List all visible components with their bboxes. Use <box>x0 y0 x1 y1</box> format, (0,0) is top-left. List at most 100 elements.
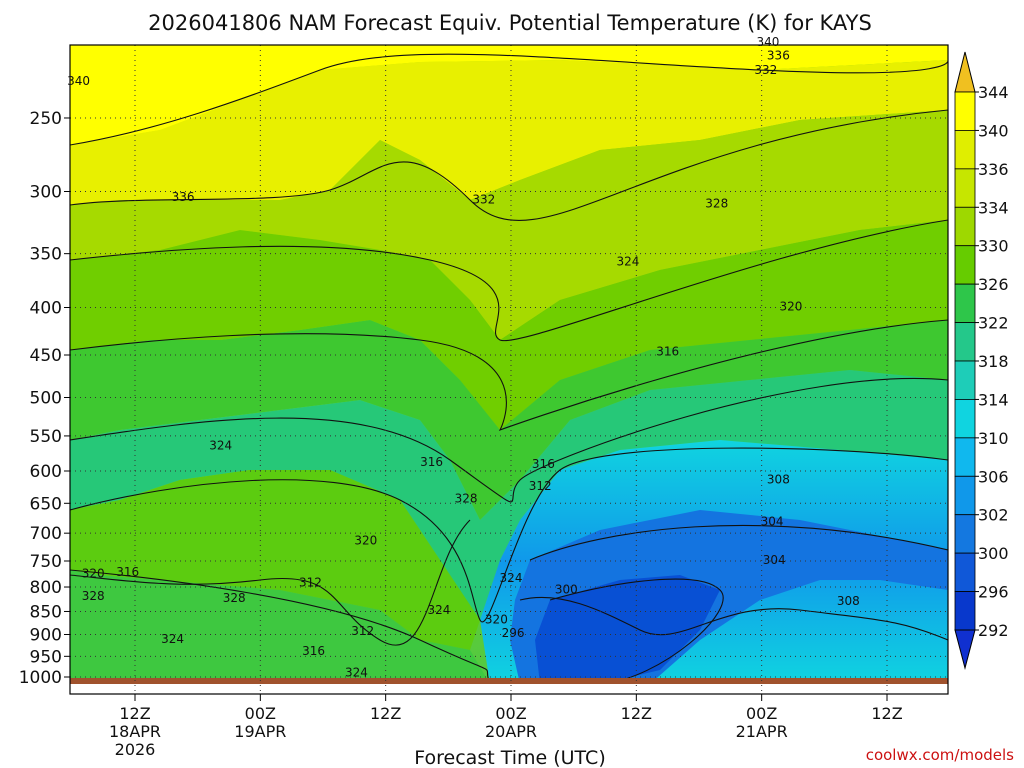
contour-label: 316 <box>302 644 325 658</box>
plot-frame <box>69 44 949 695</box>
colorbar-label: 322 <box>978 314 1009 333</box>
colorbar-swatch <box>954 475 976 516</box>
colorbar-swatch <box>954 283 976 323</box>
field-band-320 <box>70 320 948 520</box>
y-tick-label: 250 <box>30 109 62 129</box>
contour-label: 340 <box>756 35 779 49</box>
x-tick-label: 2026 <box>115 740 156 759</box>
y-tick-label: 400 <box>30 299 62 319</box>
gridlines <box>70 45 948 694</box>
colorbar-swatch <box>954 552 976 592</box>
contour-label: 316 <box>656 344 679 358</box>
colorbar-label: 300 <box>978 544 1009 563</box>
colorbar-label: 310 <box>978 429 1009 448</box>
contour-label: 308 <box>767 473 790 487</box>
x-tick-label: 12Z <box>621 704 652 723</box>
field-band-324 <box>70 220 948 430</box>
y-tick-label: 500 <box>30 388 62 408</box>
chart-title: 2026041806 NAM Forecast Equiv. Potential… <box>148 11 872 35</box>
colorbar-swatch <box>954 130 976 170</box>
field-band-336 <box>70 60 948 205</box>
y-tick-label: 650 <box>30 494 62 514</box>
colorbar-swatch <box>954 514 976 554</box>
colorbar-label: 344 <box>978 83 1009 102</box>
colorbar: 344 340 336 334 330 326 322 318 314 310 306 302 300 2… <box>954 51 1009 670</box>
y-tick-label: 800 <box>30 578 62 598</box>
x-axis-label: Forecast Time (UTC) <box>414 747 605 768</box>
contour-label: 324 <box>209 438 232 452</box>
contour-label: 320 <box>354 534 377 548</box>
contour-label: 340 <box>67 74 90 88</box>
y-tick-label: 700 <box>30 524 62 544</box>
x-tick-label: 18APR <box>109 722 161 741</box>
field-band-340 <box>70 45 948 145</box>
contour-lines <box>70 53 948 684</box>
colorbar-label: 330 <box>978 237 1009 256</box>
contour-label: 316 <box>532 457 555 471</box>
y-tick-label: 450 <box>30 346 62 366</box>
x-tick-label: 00Z <box>746 704 777 723</box>
contour-label: 328 <box>223 591 246 605</box>
colorbar-swatch <box>954 437 976 477</box>
contour-label: 336 <box>767 48 790 62</box>
contour-label: 296 <box>502 626 525 640</box>
y-tick-label: 900 <box>30 626 62 646</box>
field-band-328 <box>70 110 948 340</box>
y-tick-label: 300 <box>30 183 62 203</box>
y-tick-label: 1000 <box>19 668 62 688</box>
x-tick-label: 19APR <box>234 722 286 741</box>
contour-label: 304 <box>763 553 786 567</box>
contour-label: 320 <box>779 299 802 313</box>
colorbar-swatch <box>954 360 976 400</box>
colorbar-top-arrow <box>954 51 976 93</box>
colorbar-swatch <box>954 591 976 631</box>
x-tick-label: 21APR <box>736 722 788 741</box>
y-axis: 250 300 350 400 450 500 550 600 650 700 750 800 850 9… <box>19 109 70 688</box>
colorbar-label: 334 <box>978 198 1009 217</box>
colorbar-swatch <box>954 399 976 439</box>
contour-label: 312 <box>351 624 374 638</box>
colorbar-label: 314 <box>978 390 1009 409</box>
colorbar-swatch <box>954 91 976 131</box>
contour-label: 324 <box>161 632 184 646</box>
contour-label: 332 <box>754 63 777 77</box>
contour-label: 328 <box>455 491 478 505</box>
theta-e-field <box>70 45 948 684</box>
x-tick-label: 00Z <box>495 704 526 723</box>
y-tick-label: 600 <box>30 462 62 482</box>
colorbar-label: 318 <box>978 352 1009 371</box>
contour-label: 308 <box>837 594 860 608</box>
contour-label: 324 <box>617 255 640 269</box>
colorbar-swatch <box>954 245 976 285</box>
credit-text: coolwx.com/models <box>866 746 1014 764</box>
contour-label: 304 <box>761 514 784 528</box>
x-tick-label: 12Z <box>370 704 401 723</box>
colorbar-label: 306 <box>978 467 1009 486</box>
colorbar-swatch <box>954 168 976 208</box>
contour-label: 324 <box>500 571 523 585</box>
contour-label: 328 <box>705 196 728 210</box>
contour-label: 324 <box>427 603 450 617</box>
colorbar-label: 296 <box>978 583 1009 602</box>
field-band-316 <box>70 370 948 620</box>
contour-label: 328 <box>82 589 105 603</box>
colorbar-swatch <box>954 322 976 362</box>
contour-label: 312 <box>529 479 552 493</box>
contour-label: 332 <box>472 192 495 206</box>
contour-label: 300 <box>555 583 578 597</box>
field-boundary-layer <box>70 570 490 684</box>
colorbar-swatch <box>954 206 976 247</box>
y-tick-label: 350 <box>30 245 62 265</box>
x-tick-label: 00Z <box>245 704 276 723</box>
contour-label: 336 <box>172 190 195 204</box>
y-tick-label: 750 <box>30 552 62 572</box>
x-tick-label: 12Z <box>119 704 150 723</box>
contour-label: 320 <box>485 612 508 626</box>
y-tick-label: 950 <box>30 647 62 667</box>
colorbar-label: 302 <box>978 506 1009 525</box>
x-tick-label: 12Z <box>871 704 902 723</box>
field-lowlevel-green <box>70 470 480 650</box>
